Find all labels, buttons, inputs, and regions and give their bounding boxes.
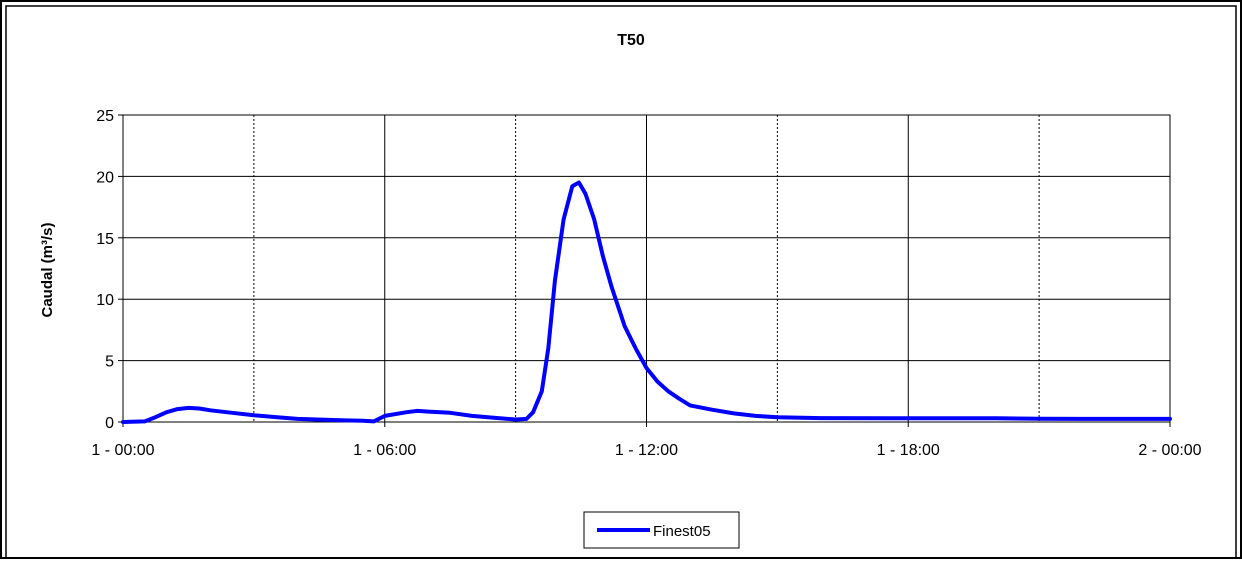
x-tick-label-0: 1 - 00:00 <box>91 442 154 459</box>
x-tick-label-12: 1 - 12:00 <box>615 442 678 459</box>
y-tick-label-0: 0 <box>105 415 114 432</box>
x-tick-label-6: 1 - 06:00 <box>353 442 416 459</box>
x-tick-label-24: 2 - 00:00 <box>1138 442 1201 459</box>
series-layer <box>121 180 1172 424</box>
y-tick-label-20: 20 <box>96 169 114 186</box>
y-axis-label: Caudal (m³/s) <box>39 222 56 317</box>
x-tick-label-18: 1 - 18:00 <box>877 442 940 459</box>
chart-title: T50 <box>617 32 645 49</box>
y-tick-label-25: 25 <box>96 108 114 125</box>
y-tick-label-10: 10 <box>96 292 114 309</box>
grid-layer <box>123 115 1170 422</box>
tick-layer: 0 5 10 15 20 25 1 - 00:00 1 - 06:00 1 - 12:00 1 -… <box>91 108 1201 459</box>
series-line-finest05 <box>121 180 1172 424</box>
y-tick-label-5: 5 <box>105 354 114 371</box>
y-tick-label-15: 15 <box>96 231 114 248</box>
legend-label-finest05: Finest05 <box>653 523 711 540</box>
legend: Finest05 <box>583 511 740 549</box>
